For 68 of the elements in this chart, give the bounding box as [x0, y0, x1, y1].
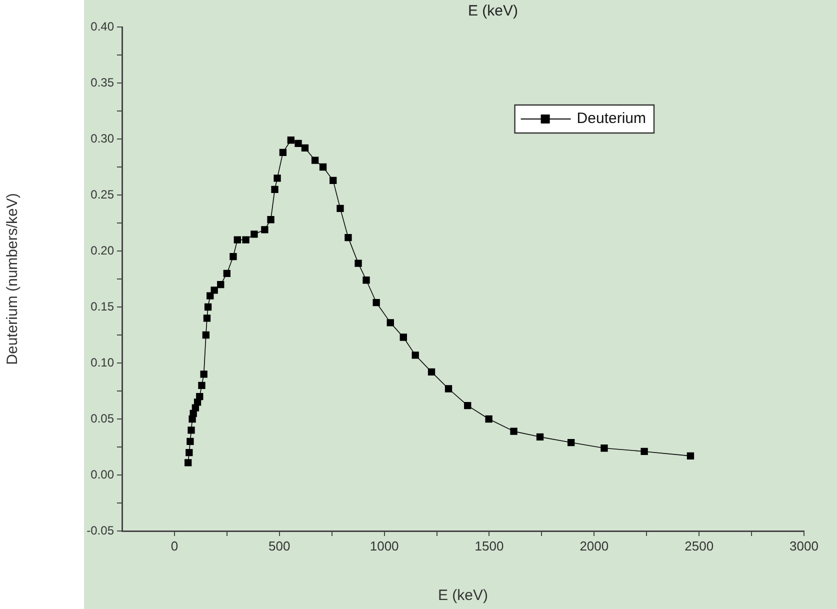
point: [287, 136, 295, 144]
point: [271, 186, 278, 193]
point: [336, 204, 344, 212]
x-tick-label: 1000: [370, 538, 399, 554]
point: [485, 415, 492, 423]
point: [223, 270, 231, 277]
y-tick-label: 0.40: [90, 19, 114, 34]
point: [196, 393, 204, 400]
point: [217, 281, 224, 288]
point: [279, 148, 287, 156]
x-tick-label: 2500: [684, 538, 714, 554]
point: [203, 314, 211, 322]
point: [319, 163, 327, 171]
point: [188, 426, 195, 434]
y-tick-label: 0.10: [90, 355, 114, 370]
point: [412, 352, 419, 359]
point: [210, 286, 218, 294]
point: [600, 444, 608, 452]
point: [428, 368, 436, 376]
point: [536, 433, 544, 440]
y-tick-label: 0.25: [90, 187, 114, 202]
point: [311, 156, 319, 164]
point: [510, 428, 518, 435]
point: [198, 382, 206, 389]
point: [686, 452, 694, 460]
point: [202, 331, 210, 339]
x-tick-label: 3000: [790, 538, 818, 554]
point: [294, 140, 302, 148]
y-tick-label: -0.05: [86, 523, 114, 538]
y-tick-label: 0.35: [90, 75, 114, 90]
point: [242, 236, 250, 244]
point: [301, 144, 309, 152]
point: [234, 236, 241, 244]
point: [372, 298, 380, 306]
point: [274, 174, 281, 182]
point: [386, 319, 394, 326]
point: [261, 226, 268, 234]
y-tick-label: 0.20: [90, 243, 114, 258]
point: [250, 230, 258, 238]
y-tick-label: 0.30: [90, 131, 114, 146]
point: [567, 438, 575, 446]
point: [184, 459, 192, 466]
y-tick-label: 0.00: [90, 467, 114, 482]
x-axis-title: E (keV): [438, 587, 488, 604]
point: [354, 260, 362, 267]
point: [200, 370, 208, 378]
point: [640, 448, 648, 456]
point: [206, 292, 214, 300]
x-tick-label: 2000: [580, 538, 609, 554]
chart-title: E (keV): [468, 2, 518, 20]
x-tick-label: 1500: [474, 538, 504, 554]
point: [400, 334, 407, 341]
point: [267, 216, 274, 224]
point: [444, 385, 452, 392]
y-tick-label: 0.05: [90, 411, 114, 426]
point: [186, 449, 193, 456]
point: [362, 276, 370, 284]
x-tick-label: 500: [268, 538, 290, 554]
y-axis-title: Deuterium (numbers/keV): [4, 193, 22, 365]
point: [464, 402, 472, 410]
x-tick-label: 0: [170, 538, 178, 554]
point: [230, 253, 237, 260]
point: [204, 303, 212, 311]
point: [344, 234, 352, 242]
point: [186, 438, 194, 445]
point: [330, 176, 337, 184]
legend-label: Deuterium: [576, 110, 646, 128]
y-tick-label: 0.15: [90, 299, 114, 314]
